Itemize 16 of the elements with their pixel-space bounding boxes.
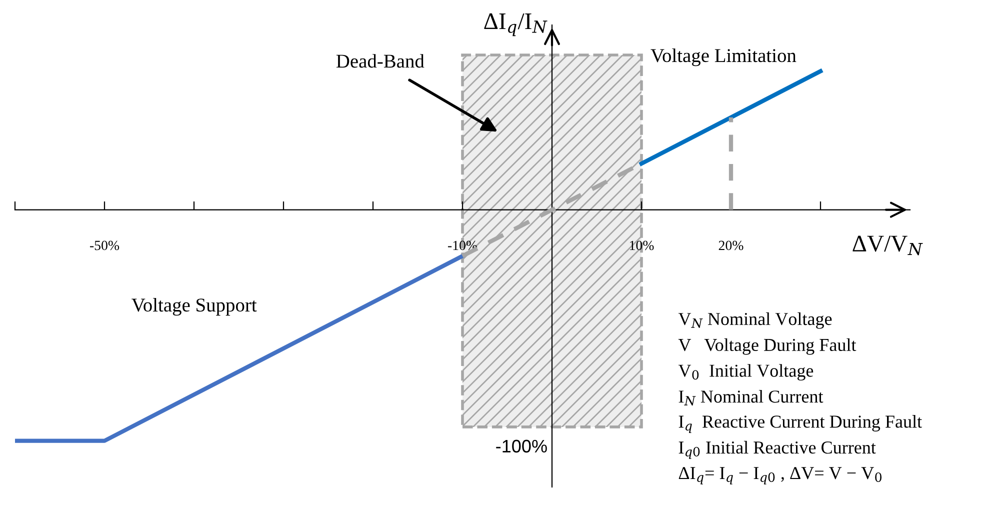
x-axis-title: ΔV/V$_{N}$ xyxy=(852,236,923,256)
annotation: I$_{q}$ Reactive Current During Fault xyxy=(678,415,922,434)
annotation: V$_{0}$ Initial Voltage xyxy=(678,364,814,381)
x-tick-label: 10% xyxy=(630,240,654,250)
text: Voltage Limitation xyxy=(650,48,796,66)
text: ΔI$_{q}$= I$_{q}$ − I$_{q0}$ , ΔV= V − V$_{0}$ xyxy=(678,467,882,484)
text: Dead-Band xyxy=(336,54,424,68)
text: I$_{q0}$ Initial Reactive Current xyxy=(678,440,876,459)
y-axis-title: ΔI$_{q}$/I$_{N}$ xyxy=(484,13,548,36)
annotation: V Voltage During Fault xyxy=(678,338,856,355)
x-tick-label: -50% xyxy=(90,240,120,250)
annotation: -100% xyxy=(496,440,547,453)
annotation: Voltage Support xyxy=(132,298,257,316)
annotation: I$_{N}$ Nominal Current xyxy=(678,390,824,406)
x-tick-label: 20% xyxy=(718,240,744,250)
annotation: V$_{N}$ Nominal Voltage xyxy=(678,312,832,329)
